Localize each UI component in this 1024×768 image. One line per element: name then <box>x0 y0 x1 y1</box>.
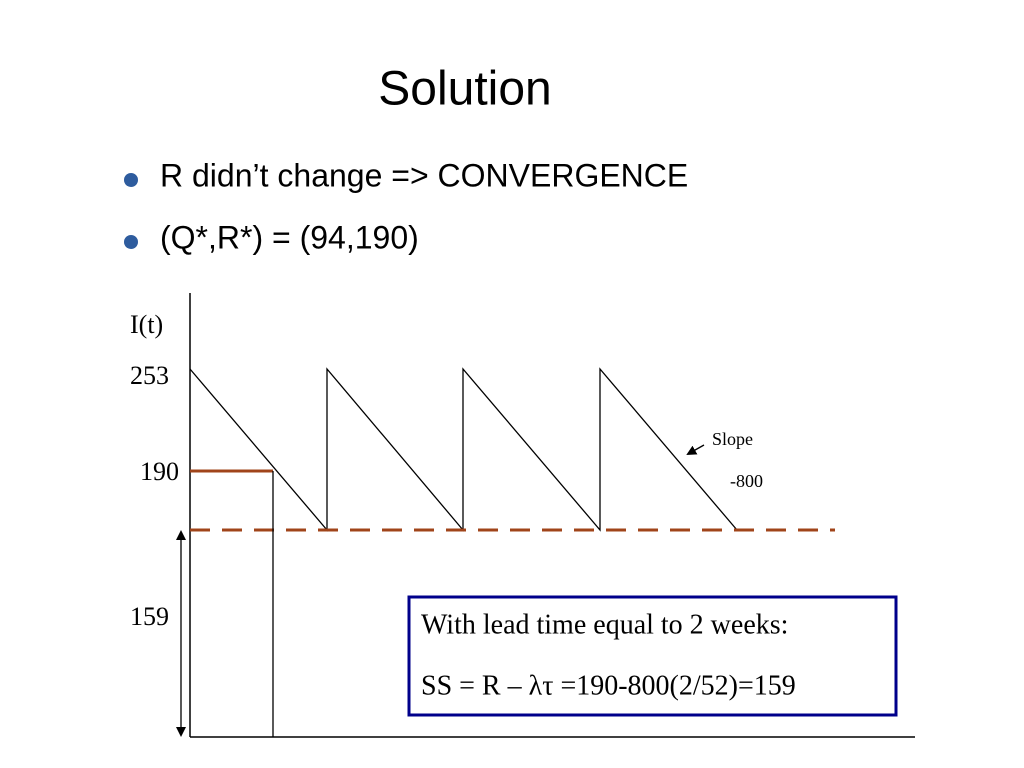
level-label: 253 <box>130 361 169 390</box>
level-label: 159 <box>130 602 169 631</box>
level-label: 190 <box>140 457 179 486</box>
bullet-dot <box>124 173 138 187</box>
note-line: With lead time equal to 2 weeks: <box>421 609 788 640</box>
bullet-text: (Q*,R*) = (94,190) <box>160 219 419 255</box>
slope-label: Slope <box>712 429 753 449</box>
slope-arrow <box>686 444 705 455</box>
bullet-text: R didn’t change => CONVERGENCE <box>160 157 688 193</box>
inventory-sawtooth <box>189 367 738 532</box>
bullet-dot <box>124 235 138 249</box>
slope-value: -800 <box>730 471 763 491</box>
note-line: SS = R – λτ =190-800(2/52)=159 <box>421 670 796 701</box>
y-axis-label: I(t) <box>130 310 163 339</box>
slide-title: Solution <box>378 63 551 116</box>
note-box <box>407 595 898 717</box>
